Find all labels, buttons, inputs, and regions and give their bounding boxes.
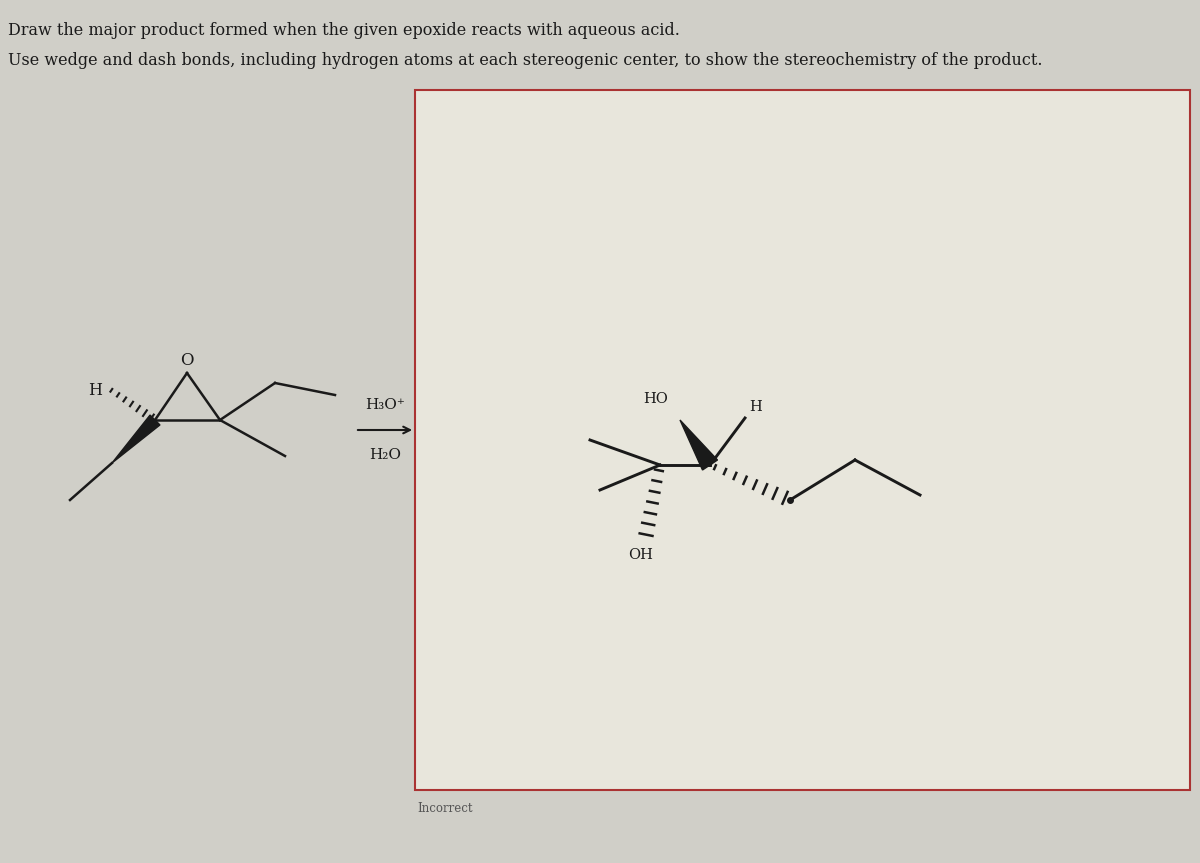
- Polygon shape: [680, 420, 718, 470]
- Text: H₃O⁺: H₃O⁺: [365, 398, 404, 412]
- Text: HO: HO: [643, 392, 668, 406]
- Text: Incorrect: Incorrect: [418, 802, 473, 815]
- Polygon shape: [112, 415, 160, 463]
- Text: H: H: [749, 400, 762, 414]
- Text: OH: OH: [629, 548, 654, 562]
- Text: Draw the major product formed when the given epoxide reacts with aqueous acid.: Draw the major product formed when the g…: [8, 22, 680, 39]
- Text: H: H: [88, 381, 102, 399]
- Text: O: O: [180, 352, 193, 369]
- Text: Use wedge and dash bonds, including hydrogen atoms at each stereogenic center, t: Use wedge and dash bonds, including hydr…: [8, 52, 1043, 69]
- Text: H₂O: H₂O: [370, 448, 401, 462]
- Bar: [415, 90, 1190, 790]
